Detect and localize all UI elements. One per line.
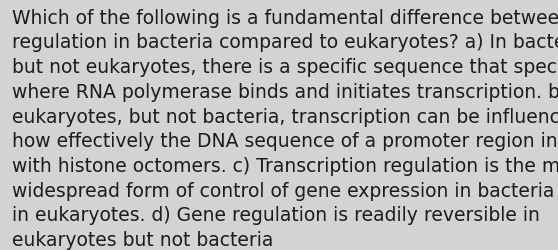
- Text: Which of the following is a fundamental difference between gene
regulation in ba: Which of the following is a fundamental …: [12, 9, 558, 249]
